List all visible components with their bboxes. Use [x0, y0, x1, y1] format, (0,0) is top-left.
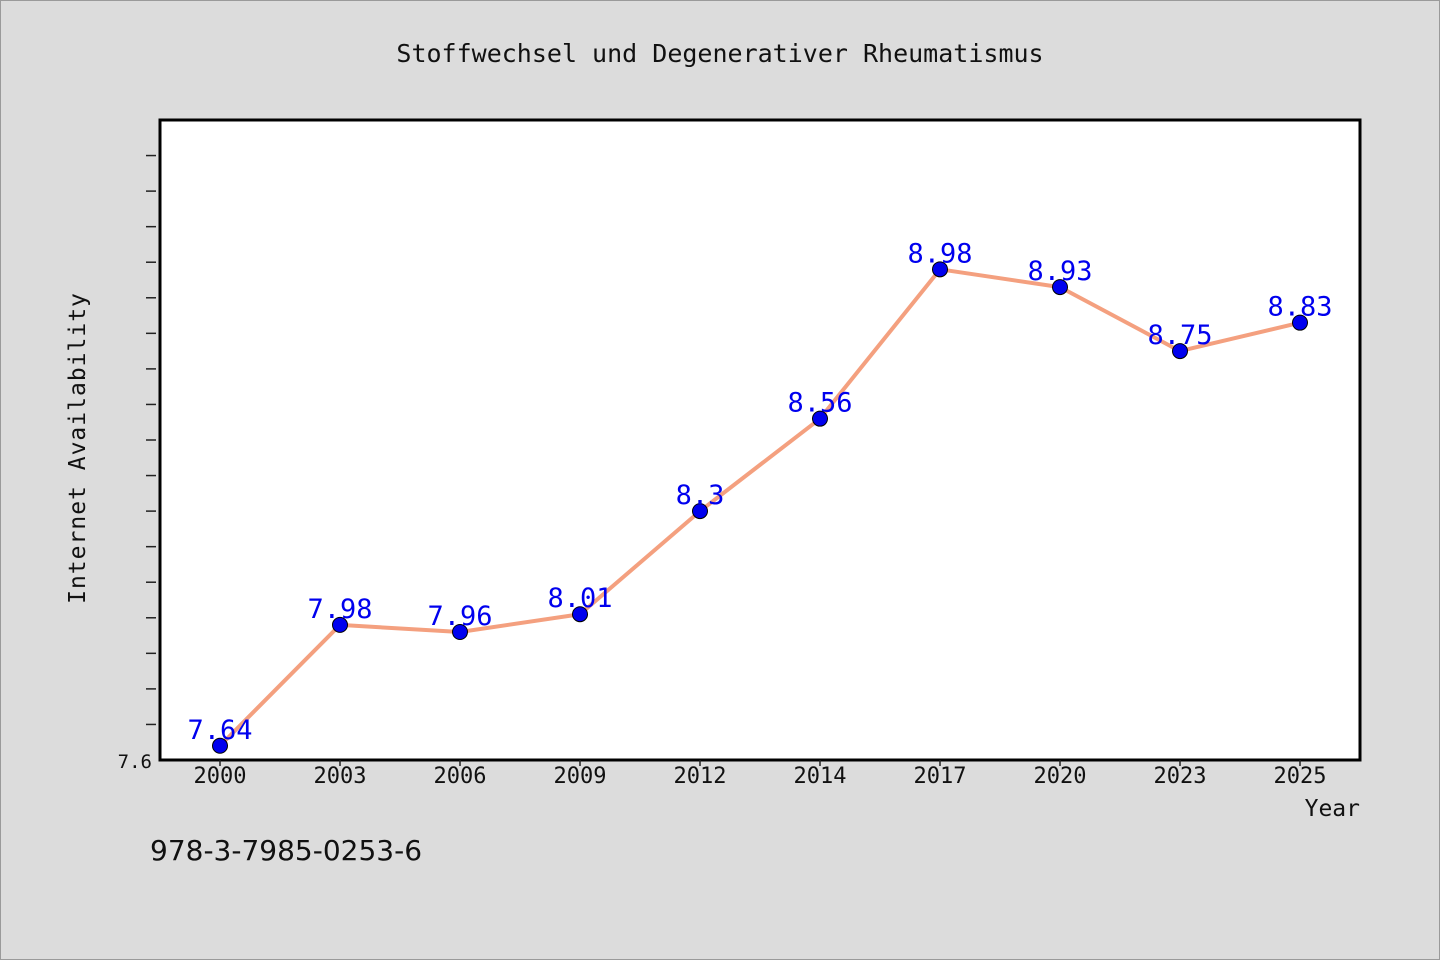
data-point: [1052, 279, 1068, 296]
data-point: [1292, 314, 1308, 331]
chart-title: Stoffwechsel und Degenerativer Rheumatis…: [396, 39, 1043, 68]
x-tick-label: 2017: [914, 764, 967, 789]
data-point: [332, 616, 348, 633]
series-markers: [212, 261, 1308, 754]
x-tick-labels: 2000 2003 2006 2009 2012 2014 2017 2020 2023 2025: [194, 764, 1327, 789]
data-point: [572, 606, 588, 623]
data-labels: 7.64 7.98 7.96 8.01 8.3 8.56 8.98 8.93 8.75 8.83: [187, 238, 1332, 745]
data-label: 7.98: [307, 594, 372, 625]
data-label: 8.56: [787, 388, 852, 419]
data-point: [212, 737, 228, 754]
x-tick-label: 2014: [794, 764, 847, 789]
x-tick-label: 2020: [1034, 764, 1087, 789]
y-axis-label: Internet Availability: [65, 292, 91, 604]
data-label: 8.83: [1267, 292, 1332, 323]
x-tick-label: 2023: [1154, 764, 1207, 789]
y-tick-label: 7.6: [118, 751, 152, 773]
data-label: 7.64: [187, 715, 252, 746]
x-tick-label: 2006: [434, 764, 487, 789]
data-label: 8.98: [907, 238, 972, 269]
data-label: 8.01: [547, 583, 612, 614]
data-point: [1172, 343, 1188, 360]
data-point: [692, 503, 708, 520]
x-tick-label: 2003: [314, 764, 367, 789]
data-label: 8.75: [1147, 320, 1212, 351]
series-line: [218, 267, 1301, 748]
y-axis-ticks: [146, 154, 156, 726]
x-axis-ticks: [219, 760, 1301, 766]
footer-code: 978-3-7985-0253-6: [150, 834, 423, 867]
x-tick-label: 2000: [194, 764, 247, 789]
plot-area: [158, 118, 1362, 762]
data-point: [812, 410, 828, 427]
x-tick-label: 2012: [674, 764, 727, 789]
x-tick-label: 2009: [554, 764, 607, 789]
data-point: [452, 624, 468, 640]
x-tick-label: 2025: [1274, 764, 1327, 789]
x-axis-label: Year: [1305, 796, 1360, 822]
data-point: [932, 261, 948, 278]
data-label: 8.3: [676, 480, 725, 511]
data-label: 8.93: [1027, 256, 1092, 287]
data-label: 7.96: [427, 601, 492, 632]
